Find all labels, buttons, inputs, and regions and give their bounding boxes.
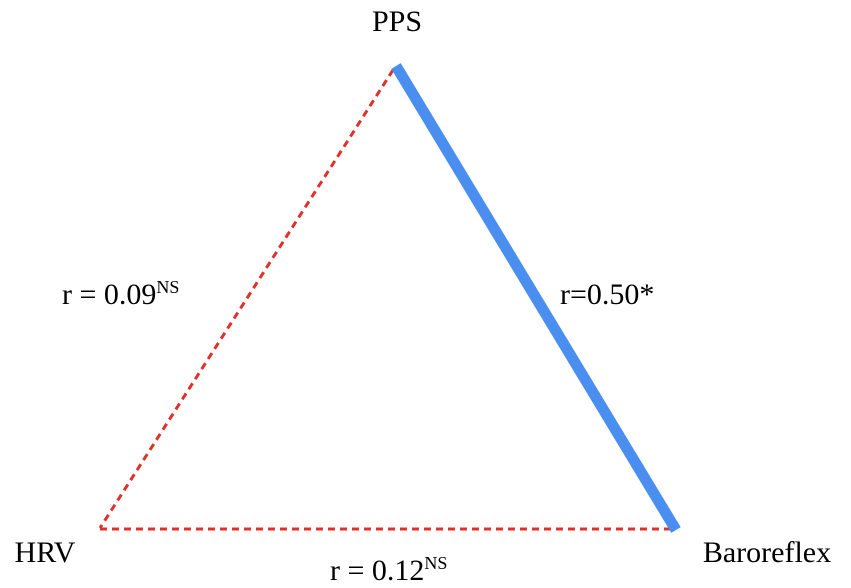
- edge-label-superscript: NS: [156, 277, 179, 297]
- edge-pps-hrv: [98, 69, 395, 529]
- edge-label-text: r = 0.12: [330, 554, 424, 587]
- edge-label: r = 0.09NS: [62, 277, 179, 311]
- edge-label: r=0.50*: [560, 278, 654, 311]
- edge-label-text: r = 0.09: [62, 278, 156, 311]
- node-label: PPS: [372, 5, 422, 38]
- node-label: HRV: [15, 536, 76, 569]
- edge-pps-baroreflex: [391, 63, 681, 533]
- edge-label-superscript: NS: [424, 553, 447, 573]
- node-label: Baroreflex: [703, 536, 831, 569]
- edge-label: r = 0.12NS: [330, 553, 447, 587]
